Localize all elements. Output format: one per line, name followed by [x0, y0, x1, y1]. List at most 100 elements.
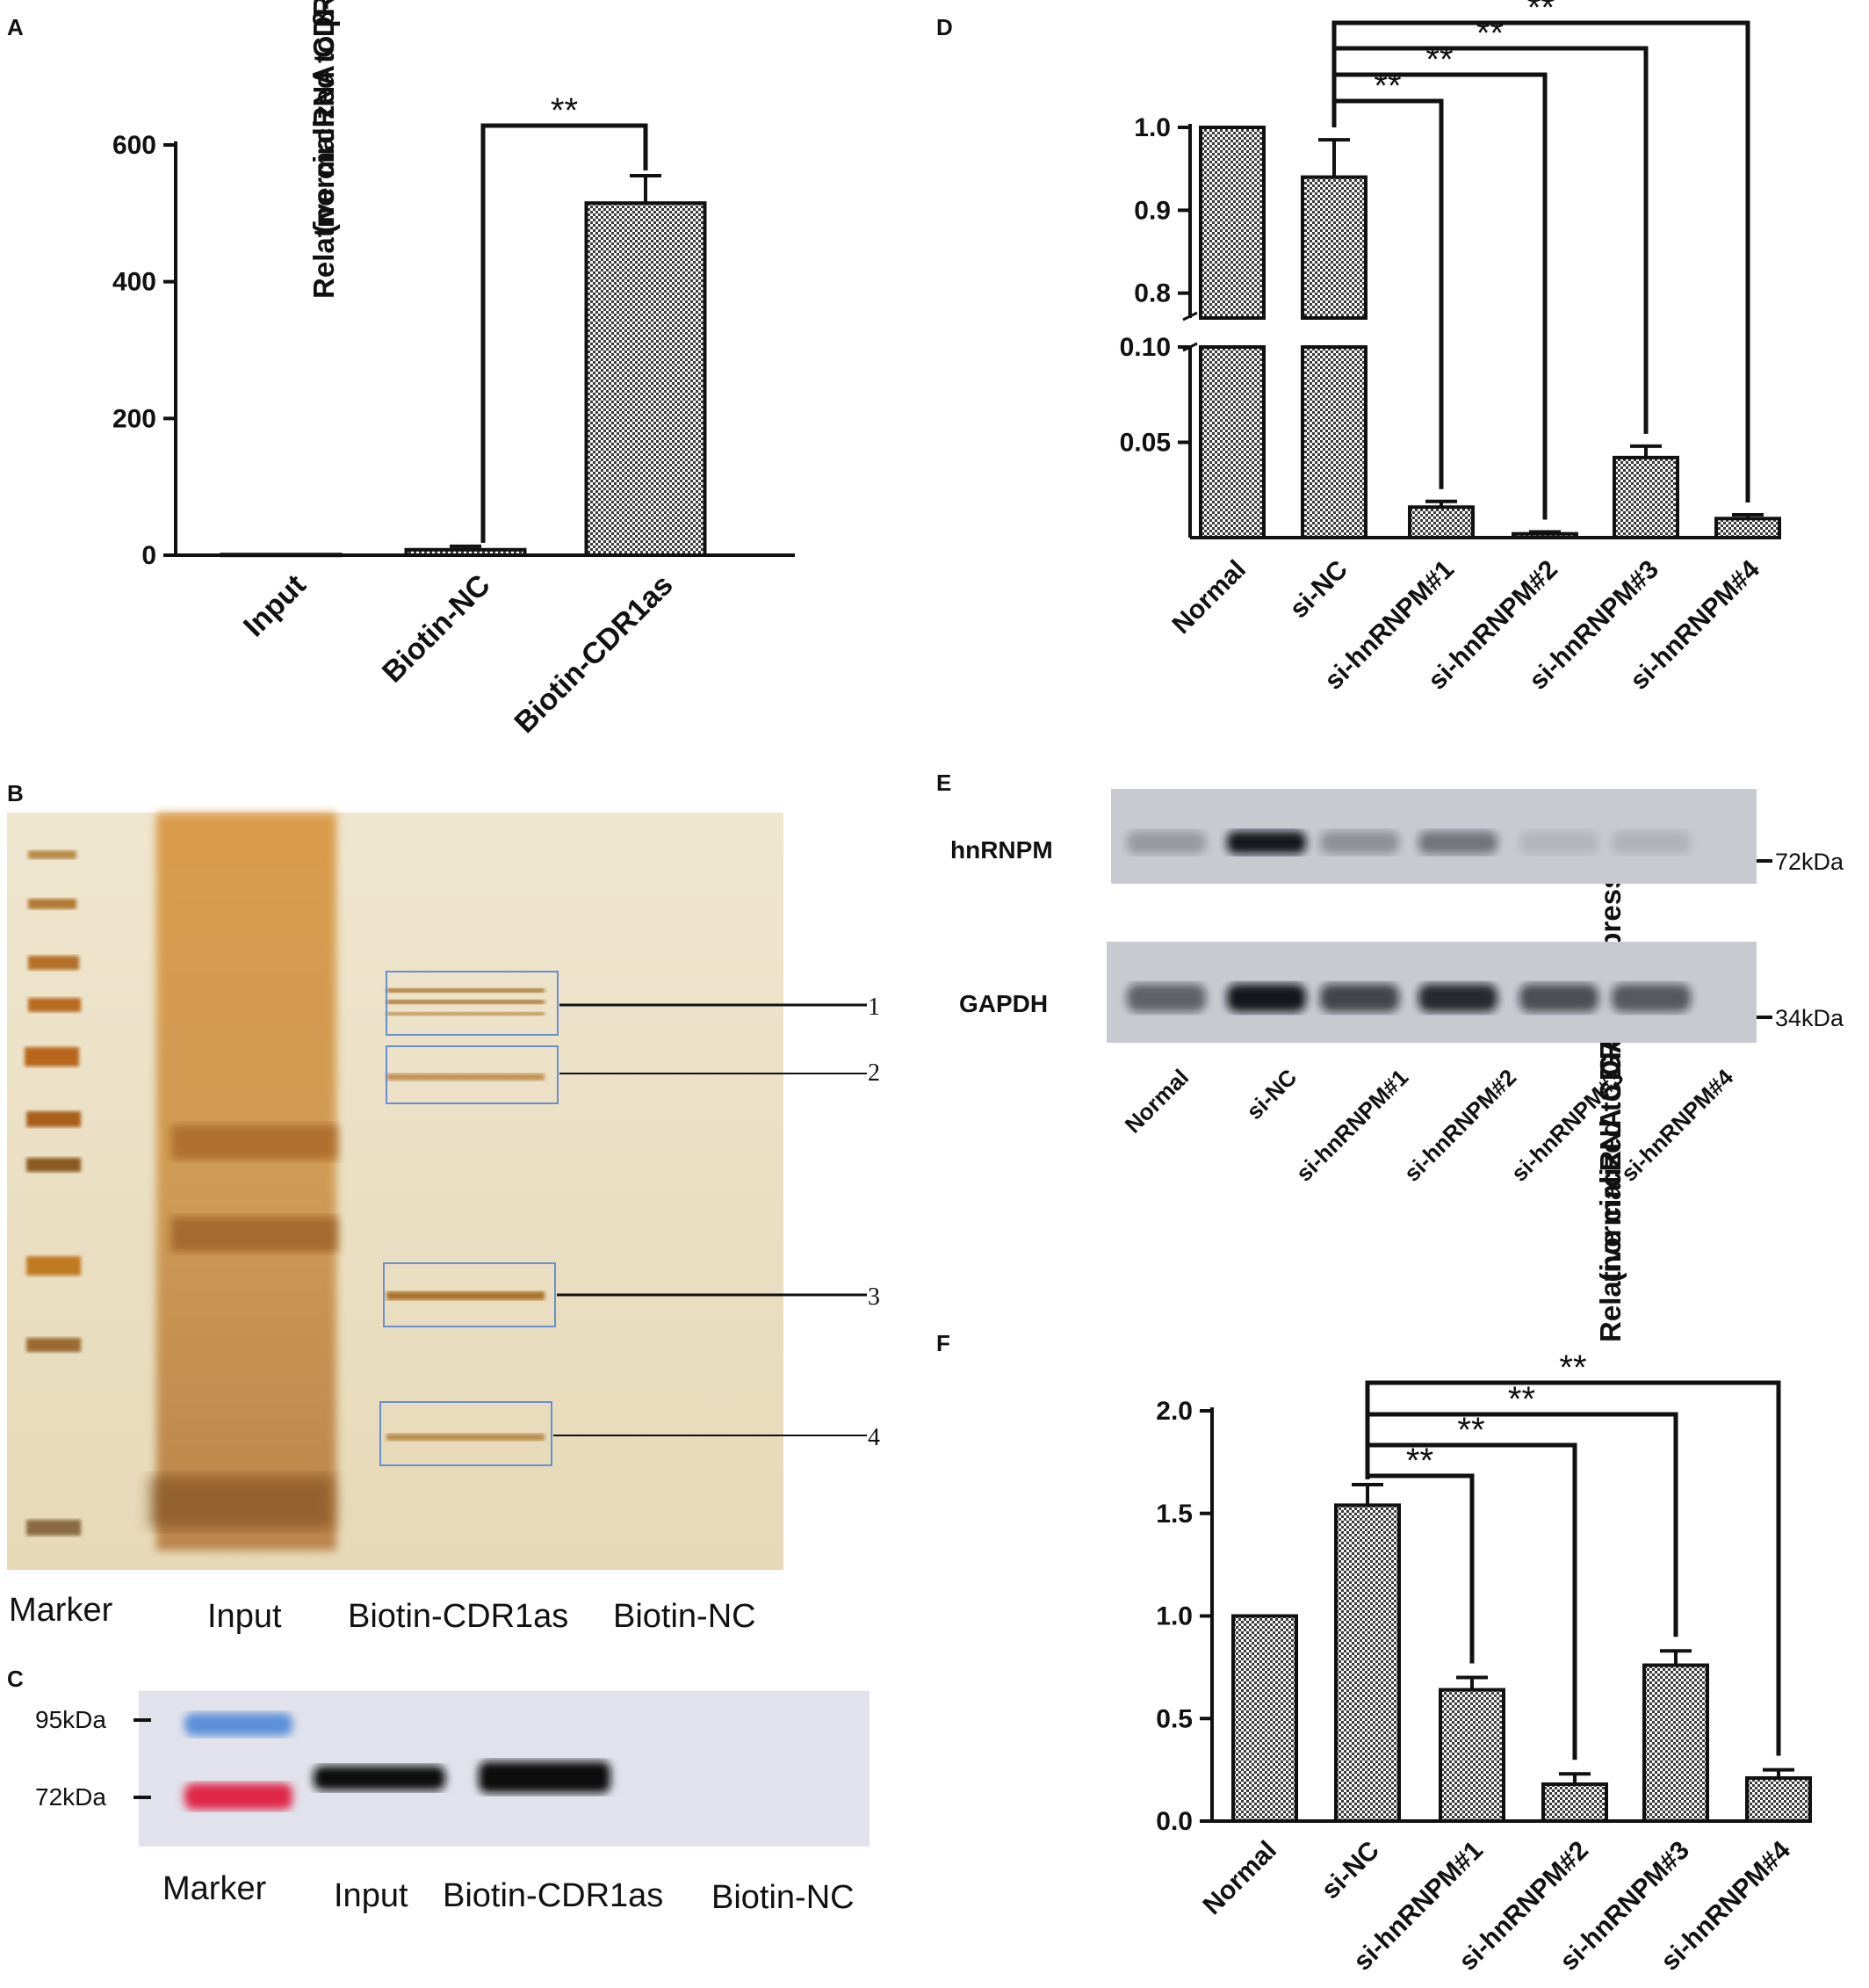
hnrnpm-band-si-hnrnpm-4 [1612, 831, 1691, 854]
panel-letter-d: D [936, 14, 953, 40]
bar-si-hnrnpm-4 [1714, 517, 1781, 539]
panel-letter-c: C [7, 1666, 24, 1692]
significance-bracket-2 [1331, 46, 1649, 434]
x-tick-label-normal: Normal [1198, 1836, 1282, 1920]
bar-normal-lower [1199, 345, 1266, 539]
x-tick-label-si-nc: si-NC [1284, 555, 1353, 625]
bar-si-hnrnpm-2 [1541, 1782, 1608, 1823]
significance-label-0: ** [551, 91, 578, 130]
significance-bracket-0 [480, 123, 648, 543]
silver-gel: 1 2 3 4 Marker Input Biotin-CDR1as Bioti… [7, 813, 880, 1635]
significance-bracket-4 [1365, 1473, 1475, 1664]
y-tick-label-1.0: 1.0 [1156, 1602, 1193, 1631]
axis-break-mark-upper [1182, 311, 1198, 322]
y-tick-label-600: 600 [112, 131, 156, 160]
cdr1as-band [479, 1761, 610, 1793]
y-tick-label-200: 200 [112, 404, 156, 433]
pulldown-blot: 95kDa 72kDa Marker Input Biotin-CDR1as B… [35, 1691, 870, 1916]
bar-input [220, 553, 343, 558]
band-box-4: 4 [379, 1401, 880, 1466]
significance-label-1: ** [1527, 0, 1555, 27]
y-tick-label-400: 400 [112, 268, 156, 297]
gapdh-band-si-nc [1227, 984, 1306, 1012]
hnrnpm-band-si-hnrnpm-3 [1519, 831, 1598, 854]
y-tick-label-0.5: 0.5 [1156, 1704, 1193, 1733]
y-tick-label-0.10: 0.10 [1120, 333, 1171, 362]
mw-marker-95kda: 95kDa [35, 1706, 106, 1733]
cdr1as-lane [386, 988, 545, 1441]
significance-label-3: ** [1425, 40, 1453, 79]
gel-lane-label-marker: Marker [9, 1592, 113, 1629]
marker-lane [25, 850, 81, 1536]
hnrnpm-band-si-nc [1227, 831, 1306, 854]
gel-lane-label-biotin-cdr1as: Biotin-CDR1as [348, 1598, 568, 1635]
bar-si-nc-lower [1301, 345, 1367, 539]
bar-si-nc [1334, 1503, 1401, 1824]
band-label-4: 4 [868, 1424, 880, 1451]
gapdh-band-si-hnrnpm-2 [1418, 984, 1497, 1012]
band-label-2: 2 [868, 1059, 880, 1087]
hnrnpm-band-si-hnrnpm-1 [1320, 831, 1399, 854]
significance-bracket-3 [1365, 1442, 1577, 1760]
y-tick-label-1.5: 1.5 [1156, 1500, 1193, 1529]
x-tick-label-biotin-nc: Biotin-NC [376, 568, 497, 690]
blot-lane-label-marker: Marker [162, 1870, 267, 1907]
blot-row-label-gapdh: GAPDH [959, 990, 1048, 1017]
band-label-3: 3 [868, 1283, 880, 1311]
bar-biotin-cdr1as [584, 201, 707, 558]
band-box-3: 3 [383, 1262, 880, 1327]
y-axis-label-line-2: (normalized to β-actin) [307, 0, 340, 234]
hnrnpm-band-normal [1127, 831, 1206, 854]
x-tick-label-normal: Normal [1167, 555, 1252, 640]
bar-si-hnrnpm-3 [1642, 1663, 1709, 1824]
bar-si-hnrnpm-1 [1408, 505, 1475, 540]
chart-a: 0 200 400 600 Input Biotin-NC Biotin-CDR1as Rel… [112, 0, 795, 740]
blot-lane-label-normal: Normal [1120, 1064, 1194, 1139]
bar-si-hnrnpm-1 [1439, 1688, 1505, 1824]
significance-label-2: ** [1476, 14, 1504, 53]
blot-lane-label-si-nc: si-NC [1241, 1064, 1302, 1124]
mw-marker-72kda: 72kDa [35, 1783, 106, 1811]
knockdown-blot: hnRNPM GAPDH 72kDa 34kDa Normal si-NCsi-h… [950, 789, 1844, 1187]
x-tick-label-biotin-cdr1as: Biotin-CDR1as [508, 568, 679, 740]
significance-label-1: ** [1559, 1348, 1586, 1387]
y-tick-label-1.0: 1.0 [1134, 113, 1171, 142]
gapdh-band-si-hnrnpm-1 [1320, 984, 1399, 1012]
x-tick-label-si-nc: si-NC [1316, 1836, 1385, 1905]
knockdown-bands [1127, 831, 1691, 1012]
marker-band-blue [184, 1713, 292, 1736]
gapdh-band-si-hnrnpm-3 [1519, 984, 1598, 1012]
y-tick-label-0.05: 0.05 [1120, 429, 1171, 458]
blot-lane-label-biotin-cdr1as: Biotin-CDR1as [443, 1877, 663, 1914]
bar-si-hnrnpm-2 [1512, 531, 1578, 539]
significance-label-3: ** [1457, 1411, 1484, 1449]
y-tick-label-2.0: 2.0 [1156, 1397, 1193, 1426]
band-label-1: 1 [868, 994, 880, 1021]
panel-letter-f: F [936, 1330, 950, 1356]
bar-biotin-nc [404, 547, 527, 557]
significance-label-4: ** [1374, 67, 1401, 105]
gel-lane-label-input: Input [207, 1598, 282, 1635]
gel-lane-label-biotin-nc: Biotin-NC [613, 1598, 756, 1635]
panel-letter-b: B [7, 780, 24, 806]
band-box-2: 2 [386, 1045, 880, 1104]
bar-si-nc-upper [1301, 175, 1367, 320]
bar-normal [1231, 1614, 1298, 1823]
input-lane [149, 813, 338, 1551]
hnrnpm-band-si-hnrnpm-2 [1418, 831, 1497, 854]
mw-marker-34kda-e: 34kDa [1775, 1005, 1844, 1031]
panel-letter-a: A [7, 14, 24, 40]
blot-row-label-hnrnpm: hnRNPM [950, 836, 1053, 864]
gapdh-band-si-hnrnpm-4 [1612, 984, 1691, 1012]
blot-lane-label-si-hnrnpm-2: si-hnRNPM#2 [1399, 1064, 1522, 1187]
y-tick-label-0.0: 0.0 [1156, 1807, 1193, 1836]
y-tick-label-0: 0 [141, 541, 156, 570]
blot-lane-label-biotin-nc: Biotin-NC [711, 1879, 855, 1916]
blot-lane-label-input: Input [334, 1877, 408, 1914]
input-band [314, 1766, 445, 1790]
marker-band-red [184, 1783, 292, 1810]
blot-lane-label-si-hnrnpm-4: si-hnRNPM#4 [1616, 1064, 1739, 1187]
significance-label-2: ** [1508, 1380, 1535, 1419]
